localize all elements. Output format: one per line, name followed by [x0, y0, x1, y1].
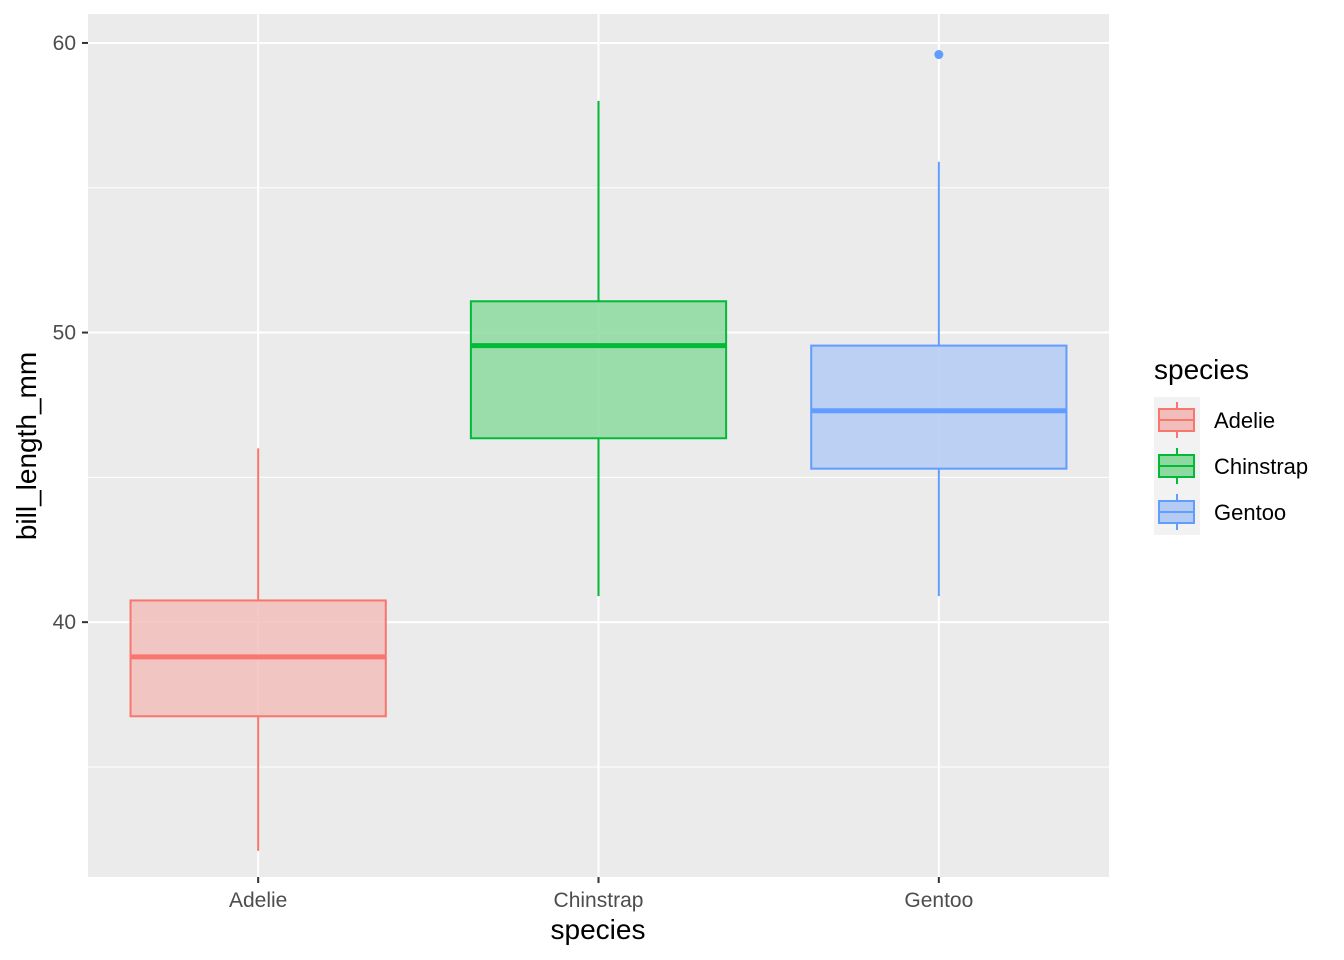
legend-label: Gentoo: [1214, 500, 1286, 525]
legend: species Adelie Chinstrap Gentoo: [1154, 354, 1308, 535]
x-axis: Adelie Chinstrap Gentoo: [229, 877, 973, 912]
legend-entry-adelie: Adelie: [1158, 402, 1275, 438]
legend-entry-gentoo: Gentoo: [1158, 494, 1286, 530]
legend-title: species: [1154, 354, 1249, 385]
legend-entry-chinstrap: Chinstrap: [1158, 448, 1308, 484]
boxes: [129, 50, 1068, 851]
y-tick-label: 50: [53, 322, 76, 345]
y-axis: 40 50 60: [53, 32, 88, 634]
x-tick-label: Gentoo: [904, 889, 973, 912]
y-axis-title: bill_length_mm: [11, 352, 42, 540]
box-gentoo: [810, 50, 1068, 597]
iqr-box: [469, 300, 728, 440]
legend-label: Chinstrap: [1214, 454, 1308, 479]
box-adelie: [129, 448, 387, 851]
outlier-point: [934, 50, 944, 60]
box-chinstrap: [469, 100, 728, 597]
x-axis-title: species: [551, 914, 646, 945]
x-tick-label: Adelie: [229, 889, 287, 912]
legend-label: Adelie: [1214, 408, 1275, 433]
iqr-box: [810, 344, 1068, 470]
y-tick-label: 60: [53, 32, 76, 55]
x-tick-label: Chinstrap: [554, 889, 644, 912]
y-tick-label: 40: [53, 611, 76, 634]
